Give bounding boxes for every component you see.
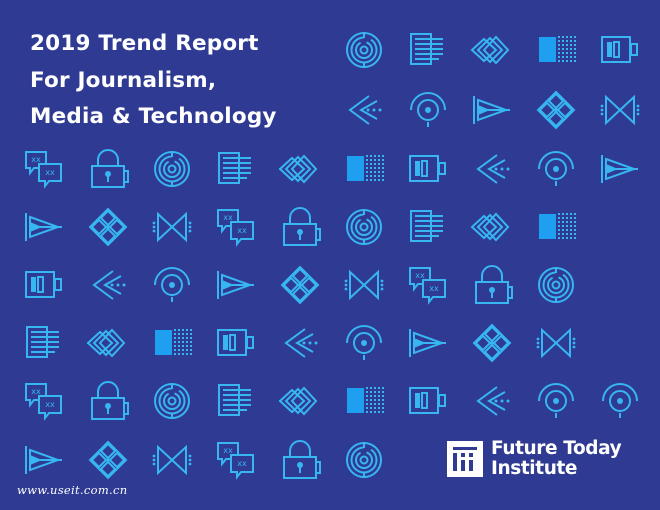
lock-icon xyxy=(86,147,130,191)
lines-panel-icon xyxy=(406,28,450,72)
diamond-grid-icon xyxy=(86,205,130,249)
chat-bubbles-icon: xx xx xyxy=(406,263,450,307)
brand-line-2: Institute xyxy=(491,458,578,479)
maze-circle-icon xyxy=(342,205,386,249)
battery-icon xyxy=(214,321,258,365)
target-eye-icon xyxy=(534,379,578,423)
maze-circle-icon xyxy=(150,379,194,423)
svg-text:xx: xx xyxy=(45,400,55,409)
nested-diamonds-icon xyxy=(470,205,514,249)
diamond-grid-icon xyxy=(86,438,130,482)
title-line-3: Media & Technology xyxy=(30,104,277,129)
dotted-square-icon xyxy=(150,321,194,365)
svg-text:xx: xx xyxy=(429,284,439,293)
nested-diamonds-icon xyxy=(278,379,322,423)
brand-line-1: Future Today xyxy=(491,438,622,459)
nested-diamonds-icon xyxy=(278,147,322,191)
battery-icon xyxy=(22,263,66,307)
target-eye-icon xyxy=(406,88,450,132)
svg-text:xx: xx xyxy=(237,226,247,235)
watermark: www.useit.com.cn xyxy=(17,483,128,497)
brand-name: Future Today Institute xyxy=(491,438,622,479)
svg-text:xx: xx xyxy=(237,459,247,468)
arrow-chevrons-icon xyxy=(342,88,386,132)
play-triangle-icon xyxy=(598,147,642,191)
diamond-grid-icon xyxy=(470,321,514,365)
fti-logo-icon xyxy=(447,441,483,477)
chat-bubbles-icon: xx xx xyxy=(22,147,66,191)
chat-bubbles-icon: xx xx xyxy=(214,205,258,249)
lines-panel-icon xyxy=(406,205,450,249)
lines-panel-icon xyxy=(214,147,258,191)
target-eye-icon xyxy=(150,263,194,307)
svg-text:xx: xx xyxy=(223,213,233,222)
play-triangle-icon xyxy=(22,438,66,482)
svg-text:xx: xx xyxy=(31,155,41,164)
chat-bubbles-icon: xx xx xyxy=(22,379,66,423)
maze-circle-icon xyxy=(150,147,194,191)
target-eye-icon xyxy=(342,321,386,365)
lines-panel-icon xyxy=(22,321,66,365)
battery-icon xyxy=(406,147,450,191)
bowtie-icon xyxy=(150,438,194,482)
lock-icon xyxy=(278,205,322,249)
play-triangle-icon xyxy=(470,88,514,132)
play-triangle-icon xyxy=(406,321,450,365)
diamond-grid-icon xyxy=(278,263,322,307)
play-triangle-icon xyxy=(22,205,66,249)
diamond-grid-icon xyxy=(534,88,578,132)
maze-circle-icon xyxy=(534,263,578,307)
maze-circle-icon xyxy=(342,438,386,482)
title-line-1: 2019 Trend Report xyxy=(30,31,259,56)
chat-bubbles-icon: xx xx xyxy=(214,438,258,482)
report-title: 2019 Trend Report For Journalism, Media … xyxy=(30,26,277,136)
dotted-square-icon xyxy=(342,379,386,423)
svg-text:xx: xx xyxy=(45,168,55,177)
nested-diamonds-icon xyxy=(470,28,514,72)
dotted-square-icon xyxy=(534,28,578,72)
bowtie-icon xyxy=(534,321,578,365)
bowtie-icon xyxy=(150,205,194,249)
bowtie-icon xyxy=(342,263,386,307)
target-eye-icon xyxy=(534,147,578,191)
future-today-institute-logo: Future Today Institute xyxy=(447,438,637,485)
title-line-2: For Journalism, xyxy=(30,67,217,93)
bowtie-icon xyxy=(598,88,642,132)
lines-panel-icon xyxy=(214,379,258,423)
lock-icon xyxy=(86,379,130,423)
arrow-chevrons-icon xyxy=(470,379,514,423)
target-eye-icon xyxy=(598,379,642,423)
maze-circle-icon xyxy=(342,28,386,72)
arrow-chevrons-icon xyxy=(470,147,514,191)
battery-icon xyxy=(406,379,450,423)
play-triangle-icon xyxy=(214,263,258,307)
dotted-square-icon xyxy=(534,205,578,249)
battery-icon xyxy=(598,28,642,72)
svg-text:xx: xx xyxy=(31,387,41,396)
lock-icon xyxy=(470,263,514,307)
svg-text:xx: xx xyxy=(415,271,425,280)
arrow-chevrons-icon xyxy=(86,263,130,307)
nested-diamonds-icon xyxy=(86,321,130,365)
arrow-chevrons-icon xyxy=(278,321,322,365)
svg-text:xx: xx xyxy=(223,446,233,455)
lock-icon xyxy=(278,438,322,482)
dotted-square-icon xyxy=(342,147,386,191)
